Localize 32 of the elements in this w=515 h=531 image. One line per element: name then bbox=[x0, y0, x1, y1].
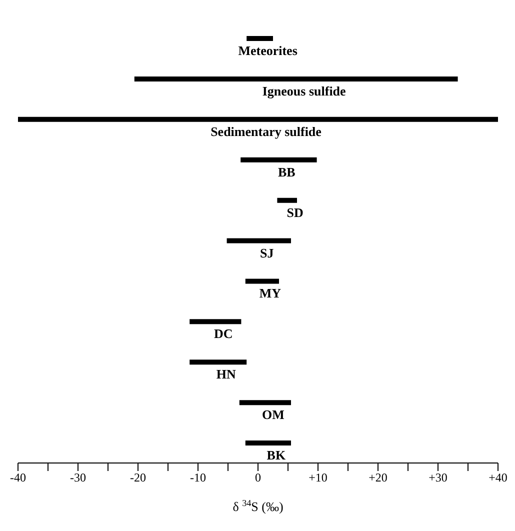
y-tick-label: Sedimentary sulfide bbox=[210, 124, 322, 139]
x-tick-label: -40 bbox=[10, 470, 26, 485]
y-tick-label: SJ bbox=[260, 245, 274, 260]
x-tick-label: +30 bbox=[428, 470, 448, 485]
x-tick-label: +40 bbox=[488, 470, 508, 485]
x-tick-label: -20 bbox=[130, 470, 146, 485]
y-tick-label: OM bbox=[262, 407, 284, 422]
x-tick-label: +10 bbox=[308, 470, 328, 485]
x-axis-title: δ $^{34}$S (‰) bbox=[232, 498, 284, 514]
bar bbox=[246, 36, 273, 41]
y-tick-label: HN bbox=[216, 366, 236, 382]
y-tick-label: BK bbox=[266, 448, 286, 463]
y-tick-label: SD bbox=[286, 204, 304, 220]
y-tick-label: MY bbox=[259, 286, 282, 301]
y-tick-label: BB bbox=[278, 164, 296, 180]
bar bbox=[277, 198, 297, 203]
x-tick-label: -10 bbox=[190, 470, 206, 485]
x-tick-label: -30 bbox=[70, 470, 86, 485]
bar bbox=[190, 319, 242, 324]
bar bbox=[245, 278, 279, 284]
bar bbox=[239, 400, 291, 406]
y-tick-label: DC bbox=[214, 326, 233, 342]
bar bbox=[240, 157, 317, 162]
bar bbox=[245, 440, 291, 446]
bar bbox=[190, 360, 247, 365]
bar bbox=[18, 116, 498, 122]
y-tick-label: Meteorites bbox=[238, 43, 298, 58]
x-tick-label: 0 bbox=[255, 470, 261, 485]
y-tick-label: Igneous sulfide bbox=[262, 83, 346, 98]
x-tick-label: +20 bbox=[368, 470, 388, 485]
bar bbox=[226, 238, 291, 244]
bar bbox=[134, 76, 458, 82]
